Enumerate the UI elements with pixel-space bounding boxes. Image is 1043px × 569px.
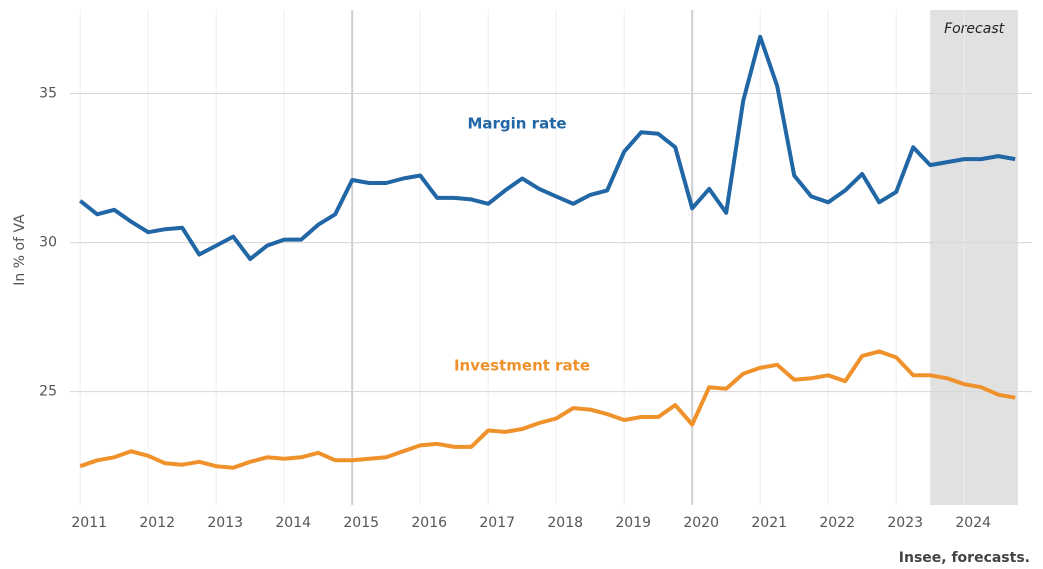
x-tick-label: 2020 [683,515,719,531]
y-tick-label: 35 [39,85,57,101]
x-tick-label: 2015 [343,515,379,531]
forecast-label: Forecast [944,21,1005,37]
source: Insee, forecasts. [899,550,1030,566]
series-line [79,349,1016,470]
x-tick-label: 2017 [479,515,515,531]
series-label: Investment rate [454,357,590,375]
x-tick-label: 2023 [887,515,923,531]
x-tick-label: 2021 [751,515,787,531]
x-tick-label: 2024 [955,515,991,531]
series-line [78,34,1016,261]
x-tick-label: 2011 [71,515,107,531]
x-tick-label: 2014 [275,515,311,531]
forecast-area [930,10,1018,505]
y-tick-label: 25 [39,384,57,400]
x-tick-label: 2019 [615,515,651,531]
x-tick-label: 2022 [819,515,855,531]
x-tick-label: 2016 [411,515,447,531]
x-tick-label: 2013 [207,515,243,531]
x-tick-label: 2012 [139,515,175,531]
series-label: Margin rate [467,115,566,133]
x-tick-label: 2018 [547,515,583,531]
y-tick-label: 30 [39,235,57,251]
y-axis-label: In % of VA [12,214,28,286]
